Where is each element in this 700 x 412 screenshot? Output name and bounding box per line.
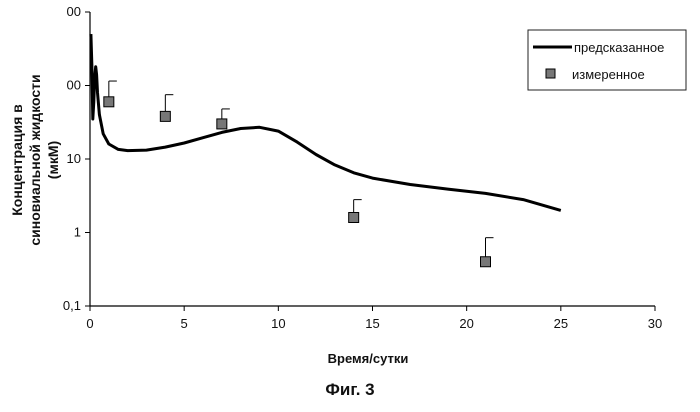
x-tick-label: 20: [459, 316, 473, 331]
x-tick-label: 30: [648, 316, 662, 331]
y-axis-title-line: Концентрация в: [9, 104, 25, 216]
figure-caption: Фиг. 3: [0, 380, 700, 400]
legend-label-measured: измеренное: [572, 67, 645, 82]
y-ticks: 0,1 1 10 00 00: [63, 4, 90, 313]
measured-point: [349, 212, 359, 222]
y-axis-title-line: (мкМ): [45, 141, 61, 179]
x-tick-label: 5: [181, 316, 188, 331]
series-layer: [91, 34, 561, 267]
measured-point: [104, 97, 114, 107]
y-axis-title: Концентрация всиновиальной жидкости(мкМ): [9, 74, 61, 245]
y-tick-label: 1: [74, 225, 81, 240]
y-tick-label: 00: [67, 78, 81, 93]
x-tick-label: 10: [271, 316, 285, 331]
y-tick-label: 00: [67, 4, 81, 19]
x-axis-title: Время/сутки: [328, 351, 409, 366]
legend-marker-swatch: [546, 69, 555, 78]
x-ticks: 0 5 10 15 20 25 30: [86, 306, 662, 331]
x-tick-label: 15: [365, 316, 379, 331]
y-tick-label: 10: [67, 151, 81, 166]
predicted-series-line: [91, 34, 561, 210]
measured-point: [160, 111, 170, 121]
legend: предсказанное измеренное: [528, 30, 686, 90]
x-tick-label: 0: [86, 316, 93, 331]
legend-label-predicted: предсказанное: [574, 40, 664, 55]
x-tick-label: 25: [554, 316, 568, 331]
y-tick-label: 0,1: [63, 298, 81, 313]
measured-point: [481, 257, 491, 267]
measured-point: [217, 119, 227, 129]
y-axis-title-line: синовиальной жидкости: [27, 74, 43, 245]
